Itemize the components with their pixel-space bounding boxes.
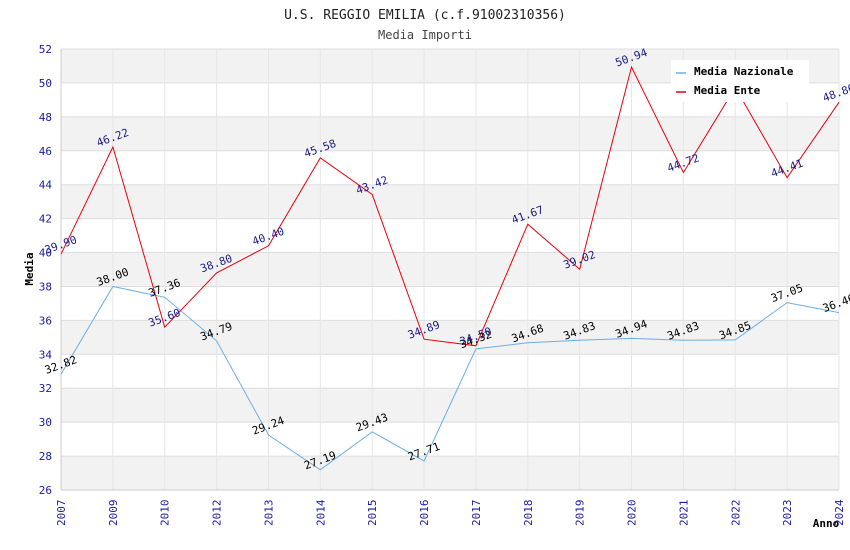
legend-box [671,60,809,102]
grid-band [61,456,839,490]
x-tick-label: 2007 [55,500,68,527]
x-tick-label: 2009 [107,500,120,527]
grid-band [61,116,839,151]
legend: Media Nazionale Media Ente [671,60,809,102]
x-tick-label: 2013 [262,500,275,527]
x-tick-label: 2023 [781,500,794,527]
y-tick-label: 28 [39,450,52,463]
series-line-ente [60,65,840,347]
x-tick-label: 2014 [314,499,327,526]
x-tick-label: 2010 [159,500,172,527]
grid-bands [61,49,839,490]
legend-label-ente: Media Ente [694,84,761,97]
grid-band [61,252,839,287]
y-axis-label: Media [23,252,36,285]
x-tick-label: 2019 [574,500,587,527]
y-tick-label: 30 [39,416,52,429]
x-axis-label: Anno [813,517,840,530]
grid-lines [60,48,840,491]
x-tick-label: 2012 [211,500,224,527]
grid-band [61,184,839,219]
y-tick-label: 38 [39,280,52,293]
chart-subtitle: Media Importi [378,28,472,42]
x-tick-label: 2018 [522,500,535,527]
chart-title: U.S. REGGIO EMILIA (c.f.91002310356) [284,8,566,23]
y-tick-label: 42 [39,213,52,226]
x-tick-label: 2021 [677,500,690,527]
x-tick-label: 2024 [833,499,846,526]
data-label-ente: 48.86 [821,81,850,105]
y-tick-label: 34 [39,348,53,361]
y-axis-ticks: 26 28 30 32 34 36 38 40 42 44 46 48 50 52 [39,43,53,497]
y-tick-label: 46 [39,145,52,158]
y-tick-label: 44 [39,179,53,192]
y-tick-label: 52 [39,43,52,56]
x-tick-label: 2016 [418,500,431,527]
y-tick-label: 50 [39,77,52,90]
y-tick-label: 32 [39,382,52,395]
series-line-nazionale [60,285,840,471]
series-group [60,65,840,471]
y-tick-label: 26 [39,484,52,497]
y-tick-label: 36 [39,314,52,327]
y-tick-label: 40 [39,247,52,260]
x-tick-label: 2022 [729,500,742,527]
x-axis-ticks: 2007 2009 2010 2012 2013 2014 2015 2016 2017 2018… [55,499,846,526]
x-tick-label: 2015 [366,500,379,527]
x-tick-label: 2020 [626,500,639,527]
x-tick-label: 2017 [470,500,483,527]
legend-label-nazionale: Media Nazionale [694,65,794,78]
y-tick-label: 48 [39,111,52,124]
grid-band [61,320,839,355]
